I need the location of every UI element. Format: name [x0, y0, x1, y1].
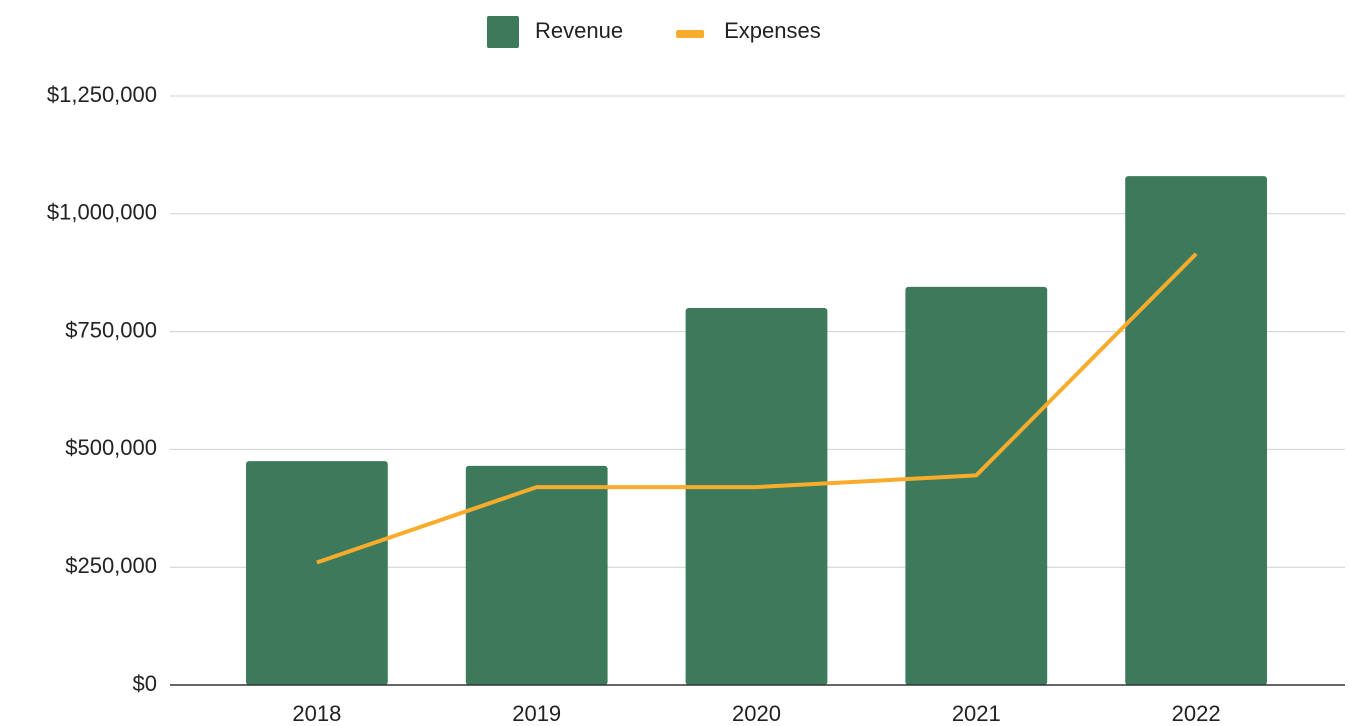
- line: [316, 252, 1198, 565]
- x-tick-label: 2018: [292, 701, 341, 726]
- legend-label: Expenses: [724, 18, 821, 43]
- y-tick-label: $1,250,000: [47, 82, 157, 107]
- y-tick-label: $750,000: [65, 317, 157, 342]
- legend-label: Revenue: [535, 18, 623, 43]
- legend-swatch: [487, 16, 519, 48]
- y-tick-label: $1,000,000: [47, 200, 157, 225]
- bar: [465, 465, 608, 685]
- y-tick-label: $0: [133, 671, 157, 696]
- bar: [905, 286, 1048, 685]
- x-tick-label: 2021: [952, 701, 1001, 726]
- y-tick-label: $250,000: [65, 553, 157, 578]
- bar: [246, 461, 388, 685]
- x-tick-label: 2020: [732, 701, 781, 726]
- y-tick-label: $500,000: [65, 435, 157, 460]
- legend-swatch: [676, 30, 705, 38]
- x-tick-label: 2022: [1172, 701, 1221, 726]
- x-tick-label: 2019: [512, 701, 561, 726]
- bar: [685, 308, 828, 685]
- bar: [1125, 176, 1267, 685]
